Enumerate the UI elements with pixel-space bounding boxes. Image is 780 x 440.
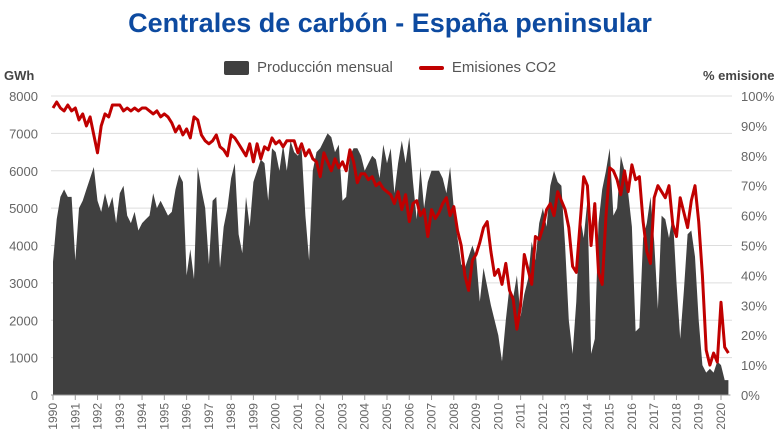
legend-swatch-emissions xyxy=(418,65,444,70)
x-tick-label: 2012 xyxy=(536,403,550,430)
x-tick-label: 1997 xyxy=(202,403,216,430)
y-left-tick-label: 2000 xyxy=(9,313,38,328)
x-tick-label: 1999 xyxy=(246,403,260,430)
y-left-tick-label: 5000 xyxy=(9,201,38,216)
legend-item-production: Producción mensual xyxy=(223,59,393,76)
y-left-tick-label: 4000 xyxy=(9,239,38,254)
y-right-tick-label: 100% xyxy=(741,89,775,104)
y-right-tick-label: 0% xyxy=(741,388,760,403)
x-tick-label: 2005 xyxy=(380,403,394,430)
production-area xyxy=(53,133,729,395)
x-tick-label: 2013 xyxy=(558,403,572,430)
x-tick-label: 2006 xyxy=(402,403,416,430)
y-left-tick-label: 1000 xyxy=(9,351,38,366)
emissions-line xyxy=(51,100,730,367)
y-left-tick-label: 6000 xyxy=(9,164,38,179)
x-tick-label: 2010 xyxy=(491,403,505,430)
x-tick-label: 2003 xyxy=(335,403,349,430)
legend-label-emissions: Emisiones CO2 xyxy=(451,59,557,76)
legend-item-emissions: Emisiones CO2 xyxy=(418,59,557,76)
y-right-axis-label: % emisione xyxy=(703,68,775,83)
x-tick-label: 1990 xyxy=(46,403,60,430)
x-tick-label: 1996 xyxy=(180,403,194,430)
y-right-tick-label: 90% xyxy=(741,119,767,134)
x-tick-label: 1991 xyxy=(68,403,82,430)
y-left-tick-label: 0 xyxy=(31,388,38,403)
x-tick-label: 2009 xyxy=(469,403,483,430)
x-tick-label: 2017 xyxy=(647,403,661,430)
x-tick-label: 2008 xyxy=(447,403,461,430)
x-tick-label: 1992 xyxy=(91,403,105,430)
x-tick-label: 2004 xyxy=(358,403,372,430)
x-tick-label: 1998 xyxy=(224,403,238,430)
x-tick-label: 1994 xyxy=(135,403,149,430)
legend-swatch-production xyxy=(223,60,249,75)
y-right-tick-label: 50% xyxy=(741,239,767,254)
y-right-tick-label: 10% xyxy=(741,358,767,373)
x-tick-label: 2016 xyxy=(625,403,639,430)
y-right-tick-label: 80% xyxy=(741,149,767,164)
x-tick-label: 2000 xyxy=(269,403,283,430)
x-tick-label: 2018 xyxy=(669,403,683,430)
legend: Producción mensual Emisiones CO2 xyxy=(0,59,780,76)
x-tick-label: 2002 xyxy=(313,403,327,430)
x-tick-label: 2011 xyxy=(514,403,528,429)
x-tick-label: 2020 xyxy=(714,403,728,430)
x-tick-label: 1995 xyxy=(157,403,171,430)
y-right-tick-label: 70% xyxy=(741,179,767,194)
y-left-tick-label: 7000 xyxy=(9,126,38,141)
x-tick-label: 2019 xyxy=(692,403,706,430)
x-tick-label: 2014 xyxy=(580,403,594,430)
y-right-tick-label: 20% xyxy=(741,328,767,343)
y-left-axis-label: GWh xyxy=(4,68,35,83)
y-left-tick-label: 8000 xyxy=(9,89,38,104)
chart-title: Centrales de carbón - España peninsular xyxy=(128,8,652,38)
legend-label-production: Producción mensual xyxy=(256,59,393,76)
y-right-tick-label: 40% xyxy=(741,268,767,283)
y-right-tick-label: 60% xyxy=(741,209,767,224)
x-tick-label: 2015 xyxy=(603,403,617,430)
y-right-tick-label: 30% xyxy=(741,298,767,313)
x-tick-label: 1993 xyxy=(113,403,127,430)
x-tick-label: 2007 xyxy=(425,403,439,430)
y-left-tick-label: 3000 xyxy=(9,276,38,291)
x-tick-label: 2001 xyxy=(291,403,305,430)
